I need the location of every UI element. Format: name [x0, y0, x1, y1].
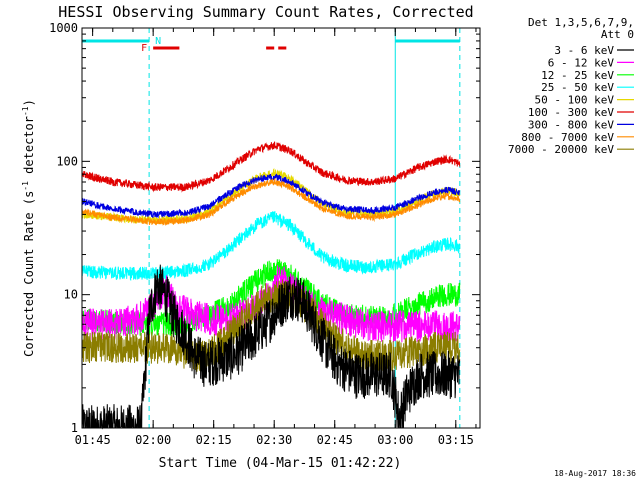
- legend-entry-label: 300 - 800 keV: [528, 118, 614, 131]
- y-tick-label: 1000: [49, 21, 78, 35]
- x-tick-label: 02:00: [135, 433, 171, 447]
- flare-flag-label: F: [141, 43, 147, 54]
- legend-entry-label: 100 - 300 keV: [528, 106, 614, 119]
- legend-entry-label: 25 - 50 keV: [541, 81, 614, 94]
- timestamp: 18-Aug-2017 18:36: [554, 469, 636, 478]
- legend-entry-label: 6 - 12 keV: [548, 56, 615, 69]
- legend-entry-label: 7000 - 20000 keV: [508, 143, 614, 156]
- legend-header-1: Det 1,3,5,6,7,9,: [528, 16, 634, 29]
- x-tick-label: 03:15: [438, 433, 474, 447]
- series-line-6: [81, 141, 461, 193]
- legend-header-2: Att 0: [601, 28, 634, 41]
- y-axis-label-sup1: -1: [21, 181, 30, 191]
- x-tick-label: 02:15: [196, 433, 232, 447]
- x-tick-label: 03:00: [377, 433, 413, 447]
- y-axis-label: Corrected Count Rate (s-1 detector-1): [21, 99, 36, 357]
- x-tick-label: 02:45: [317, 433, 353, 447]
- series-line-9: [81, 279, 461, 372]
- y-axis-label-mid: detector: [22, 116, 36, 181]
- series-line-8: [81, 178, 461, 227]
- y-axis-label-sup2: -1: [21, 106, 30, 116]
- legend-entry-label: 50 - 100 keV: [535, 94, 615, 107]
- y-axis-label-end: ): [22, 99, 36, 106]
- y-axis-label-main: Corrected Count Rate (s: [22, 191, 36, 357]
- series-line-1: [81, 264, 461, 430]
- night-flag-label: N: [155, 36, 161, 47]
- chart-title: HESSI Observing Summary Count Rates, Cor…: [58, 3, 473, 21]
- legend-entry-label: 12 - 25 keV: [541, 69, 614, 82]
- series-layer: [81, 141, 461, 430]
- plot-frame: [81, 27, 481, 429]
- x-axis-label: Start Time (04-Mar-15 01:42:22): [159, 456, 402, 471]
- y-tick-label: 10: [64, 288, 78, 302]
- x-tick-label: 01:45: [75, 433, 111, 447]
- x-axis: 01:45 02:00 02:15 02:30 02:45 03:00 03:15: [75, 28, 477, 447]
- y-axis: 1 10 100 1000: [49, 21, 480, 435]
- x-tick-label: 02:30: [256, 433, 292, 447]
- y-tick-label: 100: [56, 154, 78, 168]
- legend-entry-label: 3 - 6 keV: [554, 44, 614, 57]
- legend-entry-label: 800 - 7000 keV: [521, 131, 614, 144]
- series-line-4: [81, 211, 461, 282]
- y-tick-label: 1: [71, 421, 78, 435]
